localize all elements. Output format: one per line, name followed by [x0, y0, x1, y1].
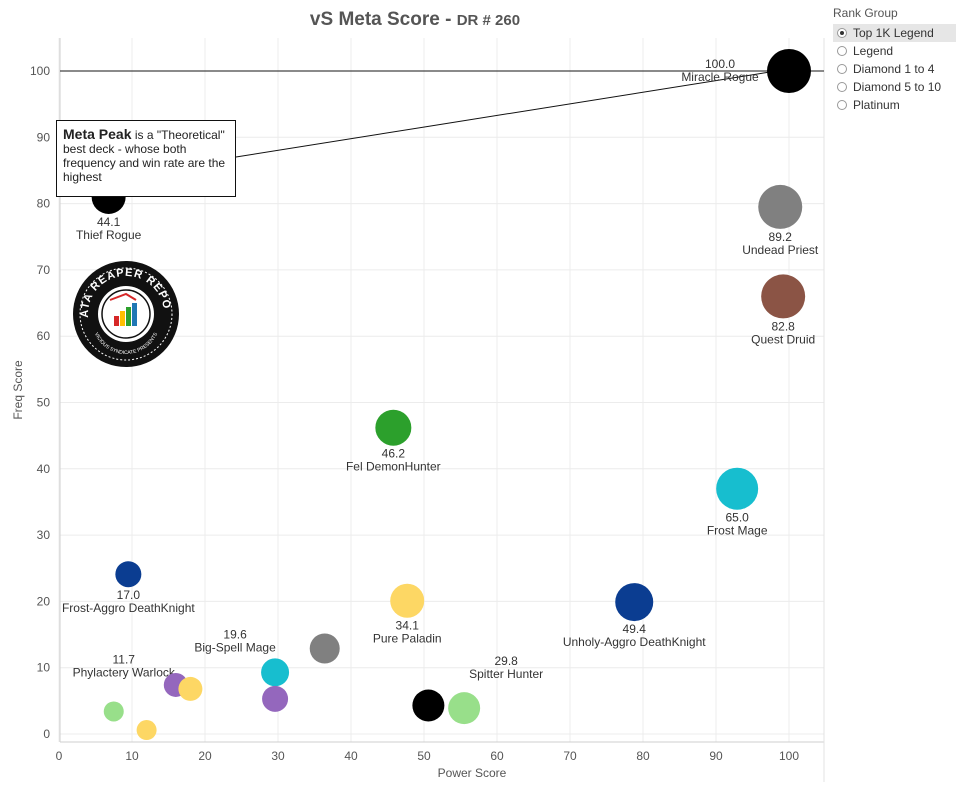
data-point — [309, 633, 340, 664]
point-name-label: Fel DemonHunter — [346, 460, 441, 474]
point-score-label: 19.6 — [223, 627, 247, 641]
y-tick-label: 50 — [37, 396, 51, 410]
chart-title-main: vS Meta Score - — [309, 9, 452, 30]
point-name-label: Phylactery Warlock — [73, 665, 176, 679]
data-point — [115, 561, 142, 588]
callout-text: is a "Theoretical" best deck - whose bot… — [63, 128, 226, 184]
data-point — [136, 720, 157, 741]
y-tick-label: 40 — [37, 462, 51, 476]
x-tick-label: 40 — [344, 749, 358, 763]
radio-icon[interactable] — [837, 64, 847, 74]
point-score-label: 11.7 — [113, 652, 136, 666]
point-score-label: 89.2 — [769, 230, 793, 244]
legend-option-label: Diamond 1 to 4 — [853, 62, 935, 76]
y-tick-label: 60 — [37, 329, 51, 343]
point-score-label: 65.0 — [725, 511, 749, 525]
x-axis-title: Power Score — [438, 766, 507, 780]
radio-icon[interactable] — [837, 82, 847, 92]
y-tick-label: 30 — [37, 528, 51, 542]
legend-option[interactable]: Diamond 5 to 10 — [833, 78, 956, 96]
y-tick-label: 100 — [30, 64, 50, 78]
legend-option-label: Diamond 5 to 10 — [853, 80, 942, 94]
data-point — [390, 583, 425, 618]
legend-title: Rank Group — [833, 6, 898, 20]
radio-icon[interactable] — [837, 46, 847, 56]
point-name-label: Spitter Hunter — [469, 667, 543, 681]
y-tick-label: 90 — [37, 130, 51, 144]
legend-option[interactable]: Diamond 1 to 4 — [833, 60, 956, 78]
x-tick-label: 70 — [563, 749, 577, 763]
point-score-label: 44.1 — [97, 215, 121, 229]
chart-title-sub: DR # 260 — [456, 12, 521, 29]
data-point — [375, 409, 412, 446]
x-tick-label: 90 — [709, 749, 723, 763]
point-name-label: Big-Spell Mage — [194, 640, 276, 654]
meta-peak-callout: Meta Peak is a "Theoretical" best deck -… — [56, 120, 236, 197]
x-tick-label: 30 — [271, 749, 285, 763]
data-point — [178, 676, 203, 701]
data-point — [103, 701, 124, 722]
x-tick-label: 60 — [490, 749, 504, 763]
point-name-label: Miracle Rogue — [681, 70, 759, 84]
y-tick-label: 10 — [37, 661, 51, 675]
data-point — [761, 274, 806, 319]
radio-icon[interactable] — [837, 100, 847, 110]
data-point — [767, 49, 811, 93]
x-tick-label: 0 — [56, 749, 63, 763]
point-score-label: 82.8 — [771, 319, 795, 333]
point-score-label: 46.2 — [382, 447, 406, 461]
point-score-label: 49.4 — [623, 622, 647, 636]
legend-option[interactable]: Top 1K Legend — [833, 24, 956, 42]
y-tick-label: 20 — [37, 594, 51, 608]
data-point — [758, 184, 803, 229]
y-tick-label: 70 — [37, 263, 51, 277]
callout-connector-line — [235, 71, 771, 158]
chart-title: vS Meta Score - DR # 260 — [0, 9, 830, 31]
data-reaper-logo: DATA REAPER REPORT VICIOUS SYNDICATE PRE… — [72, 260, 179, 367]
y-tick-label: 0 — [43, 727, 50, 741]
point-name-label: Quest Druid — [751, 332, 815, 346]
y-tick-label: 80 — [37, 197, 51, 211]
x-tick-label: 50 — [417, 749, 431, 763]
point-score-label: 100.0 — [705, 57, 735, 71]
data-point — [261, 658, 290, 687]
legend-option-label: Top 1K Legend — [853, 26, 934, 40]
data-point — [615, 583, 654, 622]
data-point — [716, 467, 759, 510]
point-name-label: Thief Rogue — [76, 228, 142, 242]
y-axis-title: Freq Score — [11, 360, 25, 420]
point-name-label: Pure Paladin — [373, 632, 442, 646]
point-score-label: 29.8 — [494, 654, 518, 668]
callout-bold: Meta Peak — [63, 126, 132, 142]
scatter-plot: 0 10 20 30 40 50 60 70 80 90 100 0 10 20 30 40 50 60 70 80 9… — [11, 38, 825, 782]
data-point — [262, 685, 289, 712]
data-point — [412, 689, 445, 722]
rank-group-legend: Rank Group Top 1K Legend Legend Diamond 1 … — [833, 6, 956, 114]
legend-option[interactable]: Legend — [833, 42, 956, 60]
radio-icon[interactable] — [837, 28, 847, 38]
legend-option-label: Platinum — [853, 98, 900, 112]
legend-option[interactable]: Platinum — [833, 96, 956, 114]
x-tick-label: 20 — [198, 749, 212, 763]
x-tick-label: 100 — [779, 749, 799, 763]
point-name-label: Undead Priest — [742, 243, 819, 257]
point-name-label: Unholy-Aggro DeathKnight — [563, 635, 706, 649]
data-point — [448, 692, 481, 725]
legend-option-label: Legend — [853, 44, 894, 58]
point-name-label: Frost-Aggro DeathKnight — [62, 601, 195, 615]
point-score-label: 17.0 — [117, 588, 141, 602]
x-tick-label: 10 — [125, 749, 139, 763]
x-tick-label: 80 — [636, 749, 650, 763]
point-name-label: Frost Mage — [707, 524, 768, 538]
point-score-label: 34.1 — [396, 619, 420, 633]
